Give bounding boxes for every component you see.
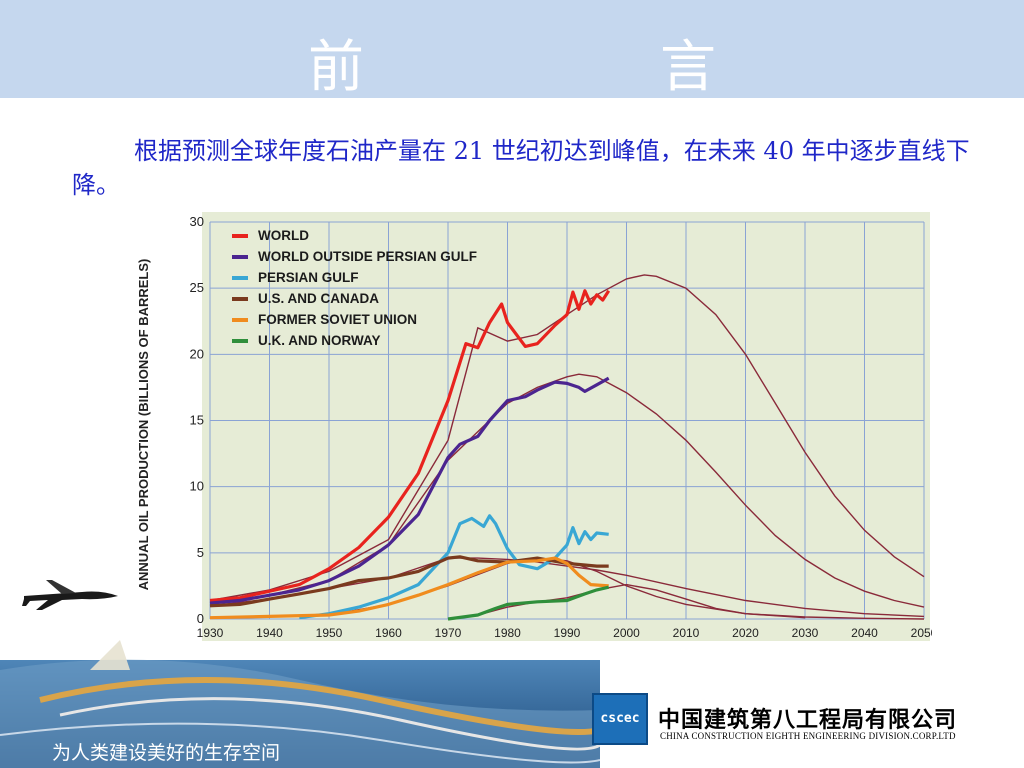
x-tick-label: 2010 <box>673 626 700 640</box>
x-tick-label: 1960 <box>375 626 402 640</box>
x-tick-label: 2030 <box>792 626 819 640</box>
slide-title: 前 言 <box>308 35 836 100</box>
company-name-cn: 中国建筑第八工程局有限公司 <box>658 707 958 733</box>
legend-label: FORMER SOVIET UNION <box>258 312 417 327</box>
intro-paragraph: 根据预测全球年度石油产量在 21 世纪初达到峰值，在未来 40 年中逐步直线下降… <box>72 137 970 199</box>
x-tick-label: 2000 <box>613 626 640 640</box>
series-line-outside_gulf <box>209 376 610 605</box>
y-tick-label: 15 <box>190 413 204 428</box>
legend-label: U.S. AND CANADA <box>258 291 379 306</box>
series-line-soviet <box>209 556 609 620</box>
legend-label: WORLD OUTSIDE PERSIAN GULF <box>258 249 477 264</box>
legend-label: WORLD <box>258 228 309 243</box>
forecast-curve <box>209 557 925 618</box>
plot-background <box>202 212 930 641</box>
forecast-curve <box>209 274 925 602</box>
x-tick-label: 1930 <box>197 626 224 640</box>
company-logo: cscec <box>592 693 648 745</box>
title-band <box>0 0 1024 98</box>
series-line-world <box>209 289 611 603</box>
x-tick-label: 1990 <box>554 626 581 640</box>
x-tick-label: 1970 <box>435 626 462 640</box>
y-tick-label: 20 <box>190 346 204 361</box>
y-tick-label: 30 <box>190 214 204 229</box>
oil-production-chart: 1930 1940 1950 1960 1970 1980 1990 2000 2010 2020… <box>136 212 932 641</box>
y-tick-label: 10 <box>190 479 204 494</box>
forecast-curve <box>209 373 925 608</box>
y-tick-label: 0 <box>197 611 204 626</box>
series-line-uk_norway <box>447 585 610 621</box>
x-tick-label: 2040 <box>851 626 878 640</box>
y-tick-label: 25 <box>190 280 204 295</box>
footer-building-illustration <box>0 640 600 768</box>
footer-slogan: 为人类建设美好的生存空间 <box>52 742 281 764</box>
legend-label: U.K. AND NORWAY <box>258 333 381 348</box>
x-tick-label: 2020 <box>732 626 759 640</box>
y-axis-label: ANNUAL OIL PRODUCTION (BILLIONS OF BARRE… <box>136 259 151 591</box>
y-tick-label: 5 <box>197 545 204 560</box>
forecast-curve <box>447 583 806 620</box>
x-tick-label: 1940 <box>256 626 283 640</box>
series-line-persian_gulf <box>299 514 609 620</box>
legend-label: PERSIAN GULF <box>258 270 359 285</box>
x-tick-label: 1980 <box>494 626 521 640</box>
series-line-us_canada <box>209 555 609 608</box>
company-name-en: CHINA CONSTRUCTION EIGHTH ENGINEERING DI… <box>660 731 956 741</box>
airplane-icon <box>22 580 118 610</box>
x-tick-label: 1950 <box>316 626 343 640</box>
